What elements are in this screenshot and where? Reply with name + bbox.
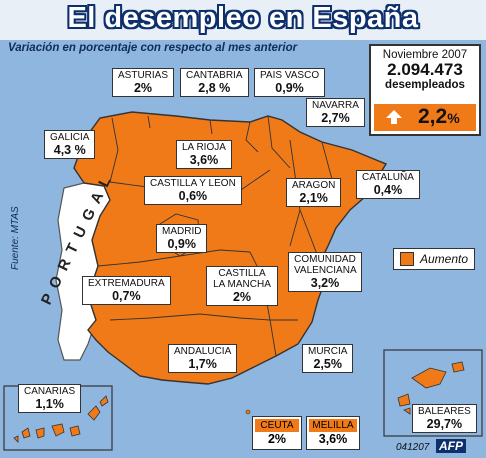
page-title: El desempleo en España (67, 2, 419, 34)
region-name: COMUNIDAD VALENCIANA (294, 254, 357, 277)
region-name: ANDALUCIA (174, 346, 232, 357)
region-label-cantabria: CANTABRIA 2,8 % (180, 68, 249, 98)
region-label-valenciana: COMUNIDAD VALENCIANA 3,2% (288, 252, 362, 293)
region-value: 0,9% (167, 237, 196, 252)
region-value: 1,7% (188, 357, 217, 372)
source-note: Fuente: MTAS (10, 206, 21, 270)
agency-logo: AFP (436, 439, 466, 453)
region-label-navarra: NAVARRA 2,7% (306, 98, 365, 128)
arrow-up-icon (386, 110, 402, 118)
region-name: PAIS VASCO (260, 70, 320, 81)
region-name: ASTURIAS (118, 70, 169, 81)
summary-change: 2,2% (418, 105, 460, 129)
region-label-galicia: GALICIA 4,3 % (44, 130, 96, 160)
region-value: 0,4% (373, 183, 403, 198)
region-borders (97, 115, 341, 357)
region-value: 2,8 % (198, 81, 231, 96)
region-label-melilla: MELILLA 3,6% (306, 416, 360, 450)
graphic-code: 041207 (396, 442, 430, 453)
region-value: 29,7% (426, 417, 463, 432)
region-value: 0,7% (112, 289, 141, 304)
canarias-islands (13, 395, 109, 443)
region-name: CANARIAS (24, 386, 76, 397)
summary-month: Noviembre 2007 (382, 49, 468, 61)
region-label-andalucia: ANDALUCIA 1,7% (168, 344, 238, 374)
baleares-islands (397, 361, 465, 415)
region-name: MELILLA (309, 419, 357, 432)
region-value: 1,1% (35, 397, 64, 412)
region-name: MADRID (162, 226, 202, 237)
region-value: 3,6% (318, 432, 348, 446)
summary-unit: desempleados (385, 78, 465, 91)
region-label-la-rioja: LA RIOJA 3,6% (176, 140, 232, 170)
region-name: NAVARRA (312, 100, 359, 111)
region-value: 0,9% (275, 81, 304, 96)
title-bar (0, 0, 486, 40)
region-name: ARAGON (292, 180, 336, 191)
region-label-extremadura: EXTREMADURA 0,7% (82, 276, 171, 306)
summary-change-suffix: % (447, 110, 460, 126)
region-value: 0,6% (178, 189, 208, 204)
region-label-cataluna: CATALUÑA 0,4% (356, 170, 420, 200)
ceuta-marker (245, 409, 251, 415)
region-label-baleares: BALEARES 29,7% (412, 404, 477, 434)
region-name: GALICIA (50, 132, 90, 143)
region-value: 2% (267, 432, 287, 446)
region-label-pais-vasco: PAIS VASCO 0,9% (254, 68, 326, 98)
region-value: 2,5% (313, 357, 342, 372)
arrow-up-icon-stem (391, 117, 397, 124)
region-name: CASTILLA Y LEON (150, 178, 236, 189)
region-name: LA RIOJA (182, 142, 226, 153)
summary-count: 2.094.473 (387, 60, 463, 79)
legend-label: Aumento (420, 252, 469, 266)
region-name: CANTABRIA (186, 70, 243, 81)
region-value: 4,3 % (53, 143, 86, 158)
region-label-castilla-mancha: CASTILLA LA MANCHA 2% (206, 266, 278, 307)
region-value: 2,1% (299, 191, 328, 206)
region-label-asturias: ASTURIAS 2% (112, 68, 175, 98)
region-label-ceuta: CEUTA 2% (252, 416, 302, 450)
legend: Aumento (393, 248, 476, 270)
region-label-madrid: MADRID 0,9% (156, 224, 208, 254)
summary-change-value: 2,2 (418, 105, 448, 128)
page-subtitle: Variación en porcentaje con respecto al … (8, 42, 298, 54)
region-label-aragon: ARAGON 2,1% (286, 178, 342, 208)
region-value: 3,6% (189, 153, 219, 168)
region-name: MURCIA (308, 346, 348, 357)
region-name: CEUTA (255, 419, 299, 432)
region-name: EXTREMADURA (88, 278, 165, 289)
region-label-murcia: MURCIA 2,5% (302, 344, 354, 374)
region-name: CATALUÑA (362, 172, 414, 183)
region-value: 3,2% (310, 276, 340, 291)
region-label-canarias: CANARIAS 1,1% (18, 384, 82, 414)
summary-box: Noviembre 2007 2.094.473 desempleados 2,… (369, 44, 481, 136)
summary-change-bar: 2,2% (374, 104, 476, 131)
region-name: BALEARES (418, 406, 471, 417)
region-name: CASTILLA LA MANCHA (213, 268, 271, 291)
region-value: 2% (232, 290, 252, 305)
region-label-castilla-leon: CASTILLA Y LEON 0,6% (144, 176, 242, 206)
legend-swatch (400, 252, 414, 266)
region-value: 2% (133, 81, 153, 96)
region-value: 2,7% (321, 111, 350, 126)
